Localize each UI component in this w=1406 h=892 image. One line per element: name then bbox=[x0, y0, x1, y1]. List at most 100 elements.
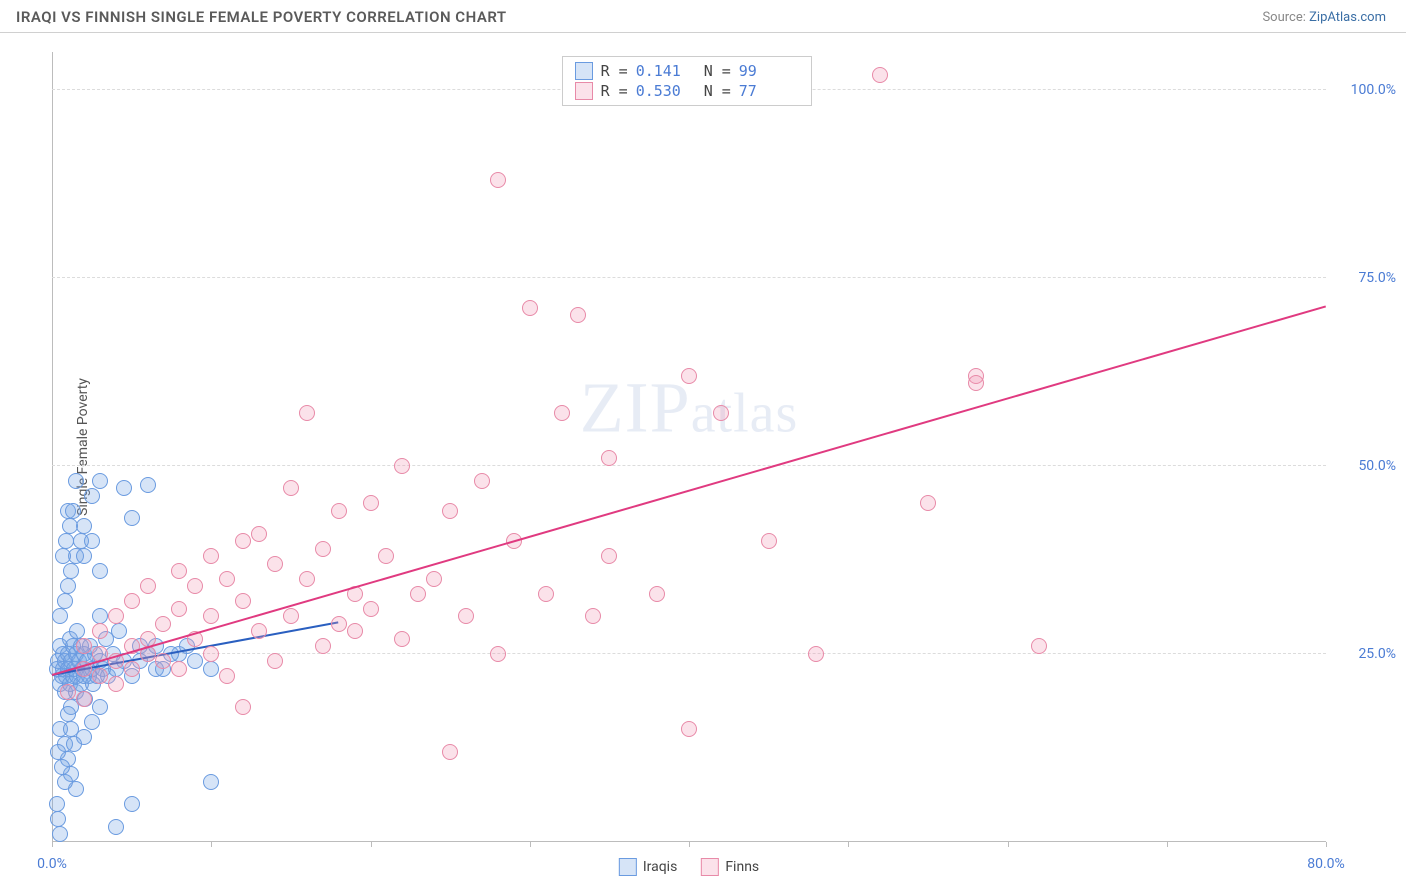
data-point bbox=[442, 503, 458, 519]
data-point bbox=[52, 608, 68, 624]
gridline bbox=[52, 653, 1326, 654]
legend-stats-row-iraqis: R = 0.141 N = 99 bbox=[575, 61, 799, 81]
data-point bbox=[50, 744, 66, 760]
data-point bbox=[315, 541, 331, 557]
data-point bbox=[92, 608, 108, 624]
data-point bbox=[76, 548, 92, 564]
data-point bbox=[69, 623, 85, 639]
chart-header: IRAQI VS FINNISH SINGLE FEMALE POVERTY C… bbox=[0, 0, 1406, 33]
data-point bbox=[378, 548, 394, 564]
legend-series: Iraqis Finns bbox=[619, 858, 759, 876]
data-point bbox=[52, 826, 68, 842]
data-point bbox=[267, 556, 283, 572]
data-point bbox=[108, 608, 124, 624]
data-point bbox=[968, 375, 984, 391]
y-tick-label: 75.0% bbox=[1336, 270, 1396, 286]
data-point bbox=[761, 533, 777, 549]
x-tick bbox=[1008, 842, 1009, 847]
data-point bbox=[538, 586, 554, 602]
data-point bbox=[394, 458, 410, 474]
source-link[interactable]: ZipAtlas.com bbox=[1309, 10, 1386, 25]
data-point bbox=[283, 608, 299, 624]
data-point bbox=[187, 578, 203, 594]
data-point bbox=[49, 796, 65, 812]
data-point bbox=[299, 571, 315, 587]
data-point bbox=[60, 578, 76, 594]
data-point bbox=[522, 300, 538, 316]
data-point bbox=[203, 646, 219, 662]
swatch-finns-icon bbox=[575, 82, 593, 100]
data-point bbox=[458, 608, 474, 624]
data-point bbox=[108, 819, 124, 835]
data-point bbox=[442, 744, 458, 760]
data-point bbox=[394, 631, 410, 647]
y-tick-label: 25.0% bbox=[1336, 646, 1396, 662]
swatch-finns-icon bbox=[701, 858, 719, 876]
legend-label-finns: Finns bbox=[725, 859, 759, 875]
data-point bbox=[50, 811, 66, 827]
chart-title: IRAQI VS FINNISH SINGLE FEMALE POVERTY C… bbox=[16, 8, 507, 26]
chart-plot-area: Single Female Poverty ZIPatlas 25.0%50.0… bbox=[52, 52, 1326, 842]
data-point bbox=[363, 601, 379, 617]
data-point bbox=[92, 473, 108, 489]
source-credit: Source: ZipAtlas.com bbox=[1262, 10, 1386, 25]
data-point bbox=[58, 533, 74, 549]
data-point bbox=[872, 67, 888, 83]
r-value-iraqis: 0.141 bbox=[636, 62, 696, 80]
n-value-iraqis: 99 bbox=[739, 62, 799, 80]
source-label: Source: bbox=[1262, 10, 1305, 25]
data-point bbox=[681, 721, 697, 737]
data-point bbox=[76, 518, 92, 534]
legend-stats: R = 0.141 N = 99 R = 0.530 N = 77 bbox=[562, 56, 812, 106]
data-point bbox=[92, 563, 108, 579]
x-tick bbox=[530, 842, 531, 847]
data-point bbox=[585, 608, 601, 624]
data-point bbox=[219, 571, 235, 587]
data-point bbox=[474, 473, 490, 489]
n-label: N = bbox=[704, 82, 731, 100]
data-point bbox=[235, 593, 251, 609]
data-point bbox=[251, 623, 267, 639]
data-point bbox=[116, 480, 132, 496]
data-point bbox=[808, 646, 824, 662]
data-point bbox=[68, 473, 84, 489]
data-point bbox=[92, 699, 108, 715]
data-point bbox=[267, 653, 283, 669]
trend-line bbox=[52, 306, 1327, 677]
data-point bbox=[554, 405, 570, 421]
data-point bbox=[1031, 638, 1047, 654]
data-point bbox=[171, 661, 187, 677]
data-point bbox=[55, 548, 71, 564]
data-point bbox=[315, 638, 331, 654]
x-tick bbox=[1326, 842, 1327, 847]
x-tick bbox=[211, 842, 212, 847]
data-point bbox=[92, 668, 108, 684]
data-point bbox=[92, 623, 108, 639]
data-point bbox=[347, 623, 363, 639]
data-point bbox=[124, 661, 140, 677]
data-point bbox=[410, 586, 426, 602]
data-point bbox=[171, 563, 187, 579]
data-point bbox=[713, 405, 729, 421]
r-label: R = bbox=[601, 62, 628, 80]
data-point bbox=[108, 676, 124, 692]
r-label: R = bbox=[601, 82, 628, 100]
data-point bbox=[283, 480, 299, 496]
data-point bbox=[331, 616, 347, 632]
data-point bbox=[54, 759, 70, 775]
data-point bbox=[649, 586, 665, 602]
data-point bbox=[140, 477, 156, 493]
data-point bbox=[57, 593, 73, 609]
data-point bbox=[111, 623, 127, 639]
data-point bbox=[66, 736, 82, 752]
data-point bbox=[601, 450, 617, 466]
y-tick-label: 50.0% bbox=[1336, 458, 1396, 474]
data-point bbox=[84, 488, 100, 504]
data-point bbox=[65, 503, 81, 519]
data-point bbox=[203, 548, 219, 564]
data-point bbox=[84, 714, 100, 730]
data-point bbox=[155, 616, 171, 632]
legend-stats-row-finns: R = 0.530 N = 77 bbox=[575, 81, 799, 101]
data-point bbox=[155, 653, 171, 669]
x-tick bbox=[52, 842, 53, 847]
